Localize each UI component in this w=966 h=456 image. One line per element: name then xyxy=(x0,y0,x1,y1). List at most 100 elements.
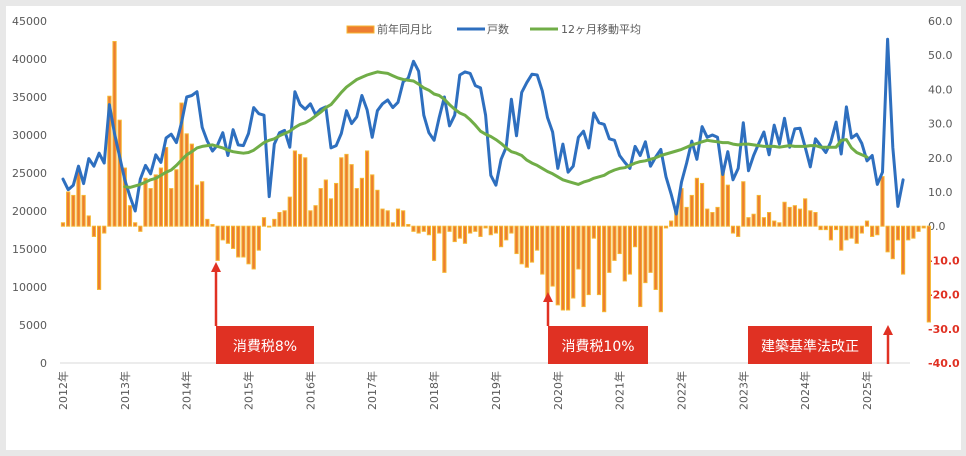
yoy-bar xyxy=(818,225,823,231)
yoy-bar xyxy=(225,225,231,244)
yoy-bar xyxy=(442,225,447,273)
yoy-bar xyxy=(833,225,839,231)
yoy-bar xyxy=(772,220,777,227)
yoy-bar xyxy=(117,119,122,227)
yoy-bar xyxy=(421,225,426,232)
yoy-bar xyxy=(122,167,127,227)
right-axis-tick-label: -30.0 xyxy=(928,323,960,336)
yoy-bar xyxy=(555,225,560,306)
annotation-label: 消費税8% xyxy=(233,339,297,355)
yoy-bar xyxy=(66,191,71,227)
yoy-bar xyxy=(797,208,803,227)
yoy-bar xyxy=(107,95,112,227)
yoy-bar xyxy=(76,167,81,227)
yoy-bar xyxy=(632,225,638,248)
yoy-bar xyxy=(153,174,158,227)
yoy-bar xyxy=(344,153,349,227)
yoy-bar xyxy=(194,184,200,227)
x-axis-tick-label: 2022年 xyxy=(674,371,688,410)
yoy-bar xyxy=(292,150,298,227)
yoy-bar xyxy=(545,225,550,302)
yoy-bar xyxy=(741,181,746,227)
yoy-bar xyxy=(921,225,926,229)
right-axis-tick-label: 10.0 xyxy=(928,186,953,199)
legend-item: 12ヶ月移動平均 xyxy=(530,22,641,36)
yoy-bar xyxy=(648,225,653,273)
annotations: 消費税8% 消費税10% 建築基準法改正 xyxy=(211,262,893,364)
x-axis-tick-label: 2019年 xyxy=(489,371,503,410)
yoy-bar xyxy=(163,147,169,227)
yoy-bar xyxy=(385,210,390,227)
x-axis-tick-label: 2021年 xyxy=(613,371,627,410)
annotation-box xyxy=(548,326,648,364)
annotation-1: 消費税8% xyxy=(211,262,314,364)
yoy-bar xyxy=(488,225,493,236)
left-axis-tick-label: 0 xyxy=(40,357,47,370)
yoy-bar xyxy=(746,217,751,227)
yoy-bar xyxy=(638,225,643,308)
yoy-bar xyxy=(138,225,143,232)
yoy-bar xyxy=(133,222,138,227)
yoy-bar xyxy=(328,198,334,227)
yoy-bar xyxy=(364,150,370,227)
right-axis-tick-label: 20.0 xyxy=(928,152,953,165)
yoy-bar xyxy=(267,225,272,228)
yoy-bar xyxy=(761,217,767,227)
yoy-bar xyxy=(730,225,736,234)
yoy-bar xyxy=(844,225,849,241)
yoy-bar xyxy=(529,225,535,263)
yoy-bar xyxy=(509,225,514,234)
x-axis-tick-label: 2024年 xyxy=(798,371,812,410)
yoy-bar xyxy=(375,189,380,227)
left-axis-tick-label: 30000 xyxy=(12,129,47,142)
yoy-bar xyxy=(514,225,519,255)
yoy-bar xyxy=(359,177,365,227)
yoy-bar xyxy=(261,217,267,227)
legend: 前年同月比 戸数 12ヶ月移動平均 xyxy=(346,22,641,36)
yoy-bar xyxy=(303,157,308,227)
legend-label: 12ヶ月移動平均 xyxy=(561,22,641,36)
left-axis-tick-label: 5000 xyxy=(19,319,47,332)
yoy-bar xyxy=(870,225,875,237)
yoy-bar xyxy=(431,225,437,261)
arrow-up-icon xyxy=(883,325,893,335)
yoy-bar xyxy=(725,184,730,227)
left-axis-tick-label: 10000 xyxy=(12,281,47,294)
yoy-bar xyxy=(560,225,566,311)
yoy-bar xyxy=(591,225,596,239)
yoy-bar xyxy=(220,225,225,241)
right-axis-tick-label: 40.0 xyxy=(928,83,953,96)
yoy-bar xyxy=(782,201,787,227)
yoy-bar xyxy=(277,212,282,227)
legend-bar-swatch xyxy=(346,25,375,34)
yoy-bar xyxy=(705,208,710,227)
yoy-bar xyxy=(607,225,612,273)
chart-container: 0 5000 10000 15000 20000 25000 30000 35000 40000… xyxy=(6,6,961,450)
yoy-bar xyxy=(426,225,432,236)
yoy-bar xyxy=(849,225,854,239)
yoy-bar xyxy=(519,225,524,265)
yoy-bar xyxy=(478,225,483,237)
legend-label: 前年同月比 xyxy=(377,22,432,36)
arrow-up-icon xyxy=(543,292,553,302)
yoy-bar xyxy=(622,225,627,282)
yoy-bar xyxy=(200,181,205,227)
yoy-bar xyxy=(612,225,617,261)
yoy-bar xyxy=(658,225,663,313)
yoy-bar xyxy=(498,225,504,248)
yoy-bar xyxy=(483,225,488,229)
yoy-bar xyxy=(885,225,890,253)
yoy-bar xyxy=(890,225,895,260)
yoy-bar xyxy=(602,225,607,313)
left-axis-tick-label: 45000 xyxy=(12,15,47,28)
yoy-bar xyxy=(699,182,705,227)
yoy-bar xyxy=(828,225,834,241)
right-axis-tick-label: 0.0 xyxy=(928,220,946,233)
yoy-bar xyxy=(179,102,184,227)
left-axis-tick-label: 20000 xyxy=(12,205,47,218)
yoy-bar xyxy=(447,225,452,232)
left-axis-tick-label: 15000 xyxy=(12,243,47,256)
x-axis-tick-label: 2020年 xyxy=(551,371,565,410)
yoy-bar xyxy=(96,225,102,290)
left-axis-tick-label: 25000 xyxy=(12,167,47,180)
